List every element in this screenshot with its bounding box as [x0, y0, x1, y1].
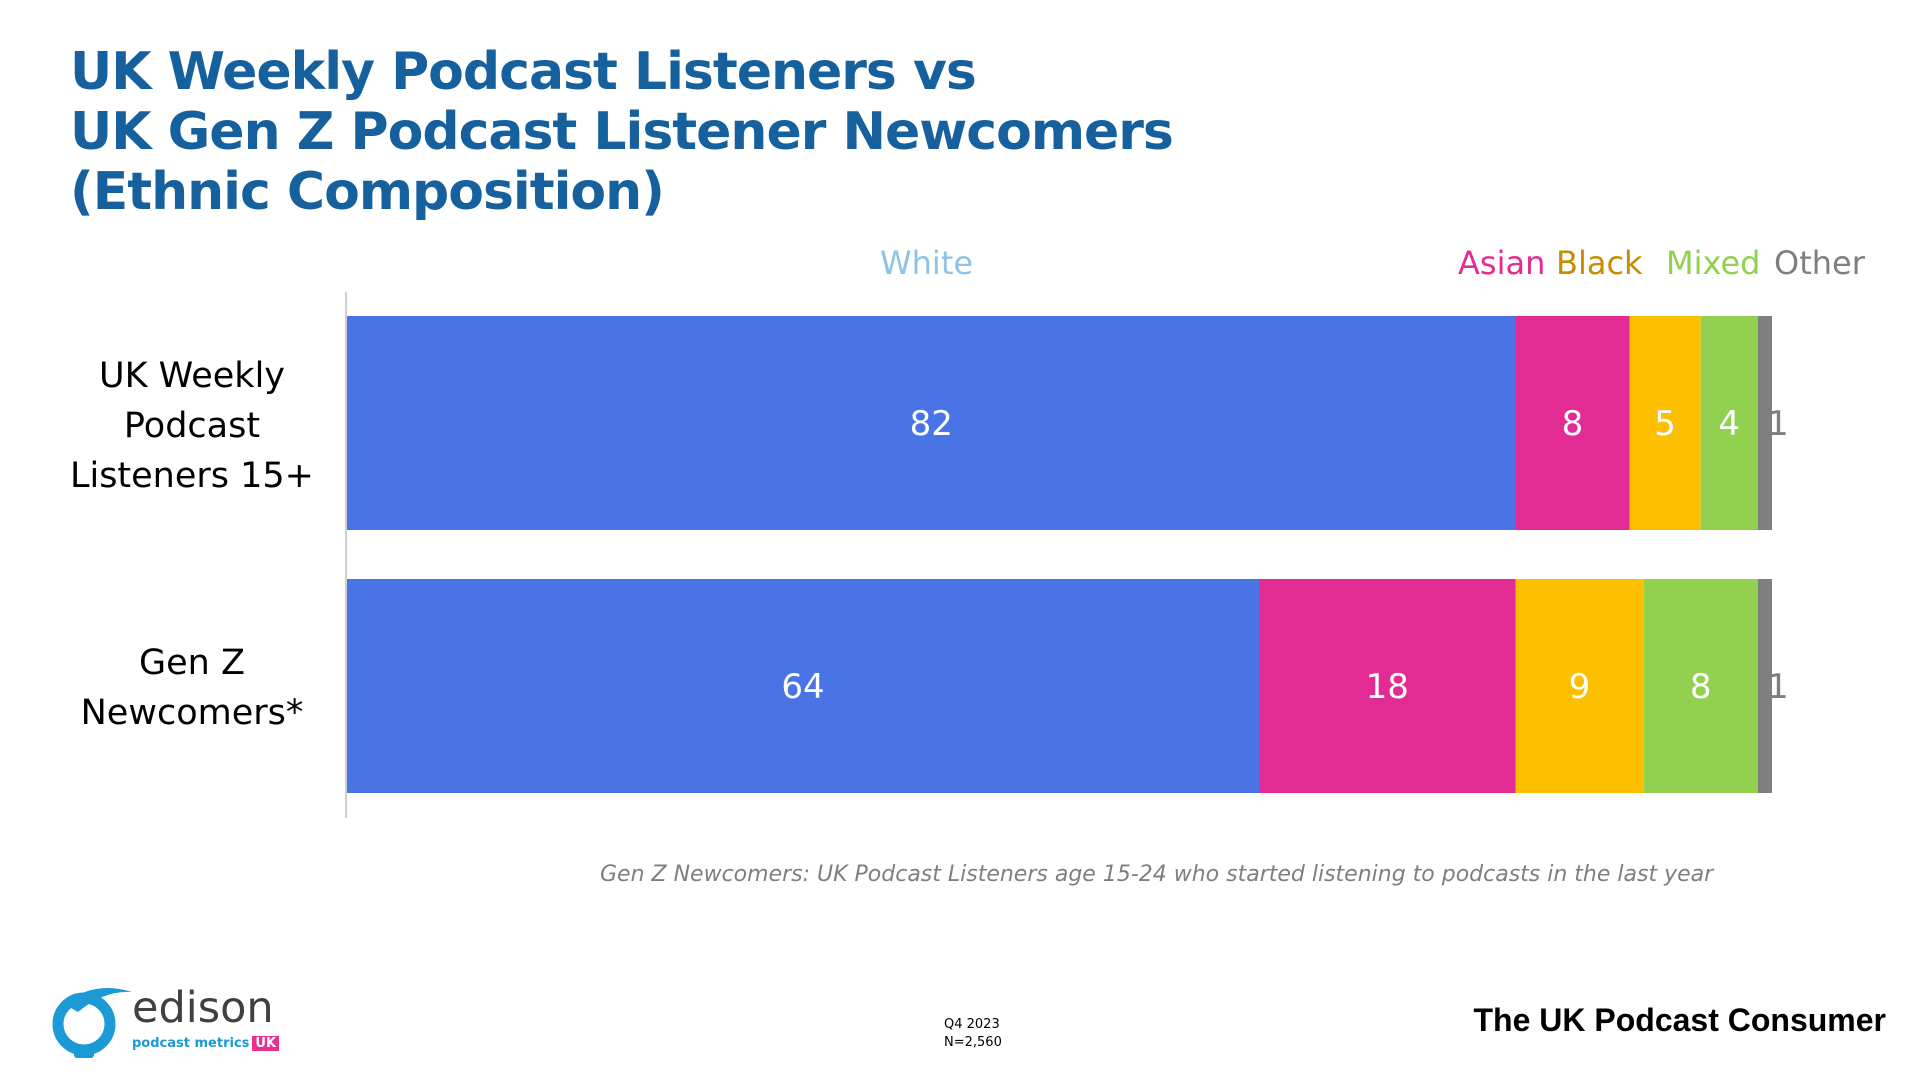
bar-asian-0	[1515, 316, 1630, 530]
category-label-line: UK Weekly	[98, 356, 286, 396]
legend-other: Other	[1774, 244, 1865, 282]
title-line-2: UK Gen Z Podcast Listener Newcomers	[70, 102, 1174, 162]
bar-other-0	[1757, 316, 1772, 530]
category-label-line: Listeners 15+	[69, 456, 315, 496]
bar-white-1	[347, 579, 1259, 793]
data-label-asian-0: 8	[1562, 404, 1584, 444]
data-label-black-0: 5	[1654, 404, 1676, 444]
data-label-mixed-1: 8	[1690, 667, 1712, 707]
logo-subtitle-text: podcast metrics	[132, 1036, 250, 1051]
title-line-1: UK Weekly Podcast Listeners vs	[70, 42, 977, 102]
legend-black: Black	[1556, 244, 1643, 282]
bar-asian-1	[1259, 579, 1516, 793]
bar-mixed-1	[1643, 579, 1758, 793]
bar-mixed-0	[1700, 316, 1758, 530]
survey-period: Q4 2023	[944, 1017, 1000, 1032]
category-label-genz: Gen Z Newcomers*	[42, 638, 342, 738]
data-label-white-0: 82	[910, 404, 953, 444]
survey-sample-size: N=2,560	[944, 1035, 1002, 1050]
legend-asian: Asian	[1458, 244, 1546, 282]
survey-meta: Q4 2023 N=2,560	[944, 1016, 1002, 1052]
title-line-3: (Ethnic Composition)	[70, 162, 665, 222]
data-label-white-1: 64	[781, 667, 824, 707]
legend-white: White	[880, 244, 974, 282]
report-title-footer: The UK Podcast Consumer	[1473, 1002, 1886, 1038]
bar-black-0	[1629, 316, 1701, 530]
chart-title: UK Weekly Podcast Listeners vs UK Gen Z …	[70, 42, 1174, 222]
bar-white-0	[347, 316, 1516, 530]
logo-wordmark: edison	[132, 983, 274, 1033]
data-label-other-0: 1	[1767, 404, 1789, 444]
category-label-line: Newcomers*	[80, 693, 304, 733]
bar-black-1	[1515, 579, 1644, 793]
category-label-line: Podcast	[123, 406, 261, 446]
logo-uk-badge: UK	[252, 1036, 280, 1051]
bar-segments: 82 8 5 4 164 18 9 8 1	[347, 316, 1789, 793]
data-label-black-1: 9	[1569, 667, 1591, 707]
data-label-mixed-0: 4	[1718, 404, 1740, 444]
legend-mixed: Mixed	[1666, 244, 1761, 282]
category-label-line: Gen Z	[139, 643, 245, 683]
category-label-weekly: UK Weekly Podcast Listeners 15+	[42, 351, 342, 501]
data-label-asian-1: 18	[1366, 667, 1409, 707]
edison-bulb-icon	[52, 988, 132, 1058]
footnote: Gen Z Newcomers: UK Podcast Listeners ag…	[600, 862, 1714, 887]
edison-logo: edison podcast metrics UK	[44, 982, 284, 1062]
data-label-other-1: 1	[1767, 667, 1789, 707]
logo-subtitle: podcast metrics UK	[132, 1036, 280, 1051]
bar-other-1	[1757, 579, 1772, 793]
